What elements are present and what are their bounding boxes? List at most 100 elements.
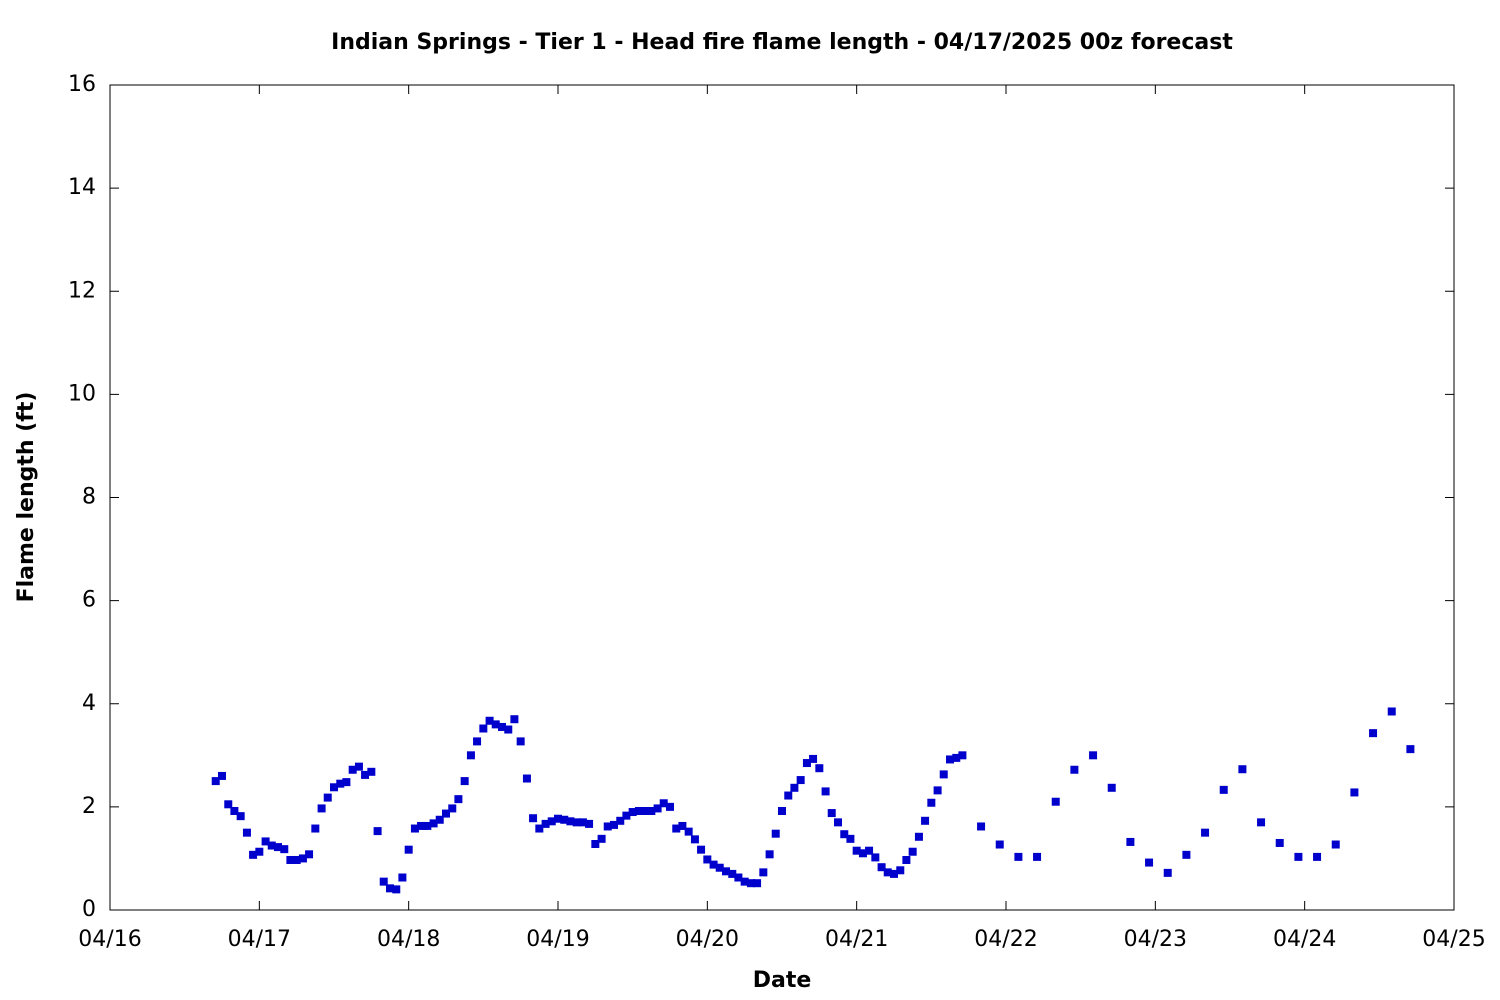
- point: [379, 877, 388, 886]
- point: [292, 855, 301, 864]
- point: [684, 827, 693, 836]
- point: [261, 837, 270, 846]
- x-tick-label: 04/19: [526, 927, 589, 952]
- point: [516, 737, 525, 746]
- point: [535, 824, 544, 833]
- point: [852, 846, 861, 855]
- y-axis-label: Flame length (ft): [14, 392, 39, 603]
- point: [933, 786, 942, 795]
- point: [634, 807, 643, 815]
- point: [1313, 852, 1322, 861]
- point: [448, 804, 457, 813]
- point: [479, 724, 488, 733]
- point: [653, 804, 662, 813]
- point: [547, 817, 556, 826]
- point: [1294, 852, 1303, 861]
- point: [995, 840, 1004, 849]
- y-tick-label: 14: [68, 175, 96, 200]
- point: [330, 783, 338, 792]
- point: [709, 860, 718, 869]
- point: [1350, 788, 1359, 797]
- point: [1145, 858, 1154, 867]
- point: [466, 751, 475, 760]
- point: [647, 807, 656, 815]
- point: [255, 847, 264, 856]
- point: [591, 840, 600, 848]
- point: [386, 884, 394, 893]
- point: [846, 834, 855, 843]
- point: [678, 821, 687, 830]
- point: [224, 800, 233, 809]
- point: [317, 804, 326, 813]
- point: [771, 829, 780, 838]
- point: [230, 807, 239, 815]
- point: [958, 751, 967, 760]
- point: [1257, 818, 1266, 827]
- x-tick-label: 04/16: [78, 927, 141, 952]
- point: [498, 722, 506, 731]
- point: [522, 774, 531, 783]
- point: [236, 812, 245, 821]
- point: [883, 868, 892, 877]
- point: [821, 787, 830, 796]
- point: [404, 845, 413, 854]
- point: [952, 753, 961, 762]
- chart-title: Indian Springs - Tier 1 - Head fire flam…: [331, 30, 1233, 55]
- point: [242, 828, 251, 837]
- point: [722, 867, 730, 876]
- point: [435, 815, 444, 824]
- point: [827, 809, 836, 818]
- point: [1331, 840, 1340, 849]
- point: [354, 762, 363, 771]
- point: [491, 720, 500, 729]
- point: [423, 821, 432, 830]
- point: [560, 815, 569, 824]
- point: [504, 725, 513, 734]
- y-tick-label: 12: [68, 278, 96, 303]
- point: [585, 819, 594, 828]
- point: [529, 814, 538, 823]
- point: [1033, 852, 1042, 861]
- y-tick-label: 2: [82, 794, 96, 819]
- point: [1014, 852, 1023, 861]
- point: [896, 866, 905, 875]
- point: [1369, 729, 1378, 738]
- point: [1387, 707, 1396, 716]
- point: [697, 845, 706, 854]
- point: [1089, 751, 1098, 760]
- point: [759, 868, 768, 877]
- point: [902, 855, 911, 864]
- point: [659, 799, 668, 808]
- point: [834, 818, 842, 827]
- point: [877, 863, 886, 872]
- point: [946, 755, 954, 764]
- point: [1275, 838, 1284, 847]
- x-tick-label: 04/17: [228, 927, 291, 952]
- point: [927, 798, 936, 807]
- point: [348, 765, 357, 774]
- point: [1051, 797, 1060, 806]
- y-tick-label: 6: [82, 588, 96, 613]
- point: [1406, 745, 1415, 754]
- point: [1182, 850, 1191, 859]
- point: [398, 873, 407, 882]
- point: [1219, 785, 1228, 794]
- point: [454, 795, 463, 804]
- point: [280, 845, 289, 854]
- point: [809, 754, 818, 763]
- point: [921, 816, 930, 825]
- point: [305, 850, 314, 859]
- point: [373, 827, 382, 836]
- point: [765, 850, 774, 859]
- point: [211, 777, 220, 786]
- point: [728, 869, 737, 878]
- point: [715, 863, 724, 872]
- point: [796, 776, 805, 785]
- point: [572, 818, 581, 827]
- x-tick-label: 04/18: [377, 927, 440, 952]
- x-axis-label: Date: [753, 968, 812, 993]
- y-tick-label: 10: [68, 381, 96, 406]
- point: [784, 791, 793, 800]
